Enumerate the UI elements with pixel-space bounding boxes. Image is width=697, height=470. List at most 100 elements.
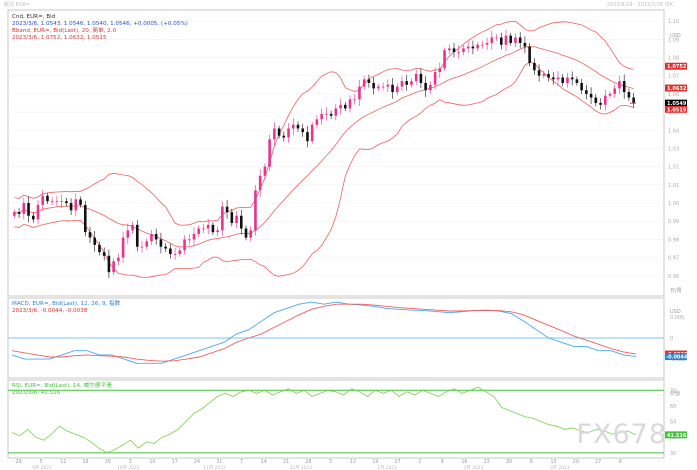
candle-body <box>443 50 446 69</box>
candle <box>112 258 115 275</box>
candle <box>46 193 49 204</box>
candle <box>622 74 626 99</box>
rsi-line <box>11 386 637 454</box>
candle <box>372 76 375 95</box>
candle <box>187 234 191 245</box>
candle <box>145 238 149 250</box>
candle-body <box>495 37 498 39</box>
candle-body <box>438 68 442 73</box>
x-day-tick: 28 <box>305 459 311 465</box>
rsi-series-label: RSI, EUR=, Bid(Last), 14, 威尔德平滑 <box>12 383 112 389</box>
candle <box>499 32 503 50</box>
candle-body <box>131 224 134 231</box>
price-tag <box>665 62 687 70</box>
candle <box>230 208 234 227</box>
candle-body <box>542 73 546 76</box>
candle <box>79 196 82 208</box>
candle-body <box>140 246 144 248</box>
candle-body <box>329 113 333 116</box>
candle <box>353 93 357 105</box>
x-day-tick: 30 <box>506 459 512 465</box>
candle-body <box>173 253 177 255</box>
candle-body <box>585 90 588 94</box>
x-month-label: 9月 2022 <box>32 465 52 470</box>
candle <box>452 43 456 58</box>
candle <box>60 194 63 208</box>
x-day-tick: 26 <box>105 459 111 465</box>
x-day-tick: 3 <box>129 459 132 465</box>
rsi-tag <box>665 431 687 439</box>
candle-body <box>504 35 508 45</box>
candle <box>306 126 309 148</box>
candle-body <box>169 248 172 254</box>
candle <box>74 193 78 217</box>
y-tick-label: 1.02 <box>668 165 679 171</box>
candle <box>575 76 579 86</box>
candle <box>438 62 442 79</box>
candle-body <box>594 97 598 103</box>
candle <box>169 243 172 259</box>
x-day-tick: 6 <box>530 459 533 465</box>
candle <box>192 227 196 247</box>
candle-body <box>287 128 290 138</box>
rsi-tick-label: 70 <box>670 388 676 394</box>
candle <box>339 98 342 115</box>
candle-series-label: Cnd, EUR=, Bid <box>12 14 56 20</box>
candle-body <box>523 42 527 47</box>
candle <box>334 103 338 121</box>
candle <box>221 201 224 236</box>
candle-body <box>27 203 30 216</box>
candle-body <box>183 239 186 251</box>
x-day-tick: 10 <box>149 459 155 465</box>
candle-body <box>528 46 531 63</box>
candle-body <box>79 199 82 205</box>
y-tick-label: 1.03 <box>668 146 679 152</box>
candle-body <box>206 224 210 229</box>
candle <box>282 131 286 142</box>
candle <box>65 197 68 207</box>
candle <box>594 94 598 107</box>
candle-body <box>599 102 602 105</box>
candle-body <box>154 233 158 240</box>
candle <box>22 197 26 220</box>
candle-body <box>457 52 461 53</box>
candle-body <box>405 81 409 85</box>
candle-body <box>126 230 130 238</box>
price-tag-label: 1.0632 <box>667 86 687 92</box>
candle-body <box>263 166 267 176</box>
candle-body <box>533 62 536 71</box>
candle-body <box>145 241 149 247</box>
candle-body <box>476 44 479 49</box>
candle-body <box>310 124 314 142</box>
candle <box>542 71 546 79</box>
candle-body <box>36 204 40 220</box>
candle-body <box>618 81 621 89</box>
candle-body <box>627 92 631 98</box>
candle <box>88 226 92 243</box>
candle-body <box>277 128 281 136</box>
candle-body <box>358 86 361 100</box>
candle <box>551 72 555 85</box>
y-tick-label: 1.00 <box>668 201 679 207</box>
candle <box>547 69 550 82</box>
candle-body <box>296 124 300 129</box>
candle-body <box>551 77 555 80</box>
bband-series-label: Bband, EUR=, Bid(Last), 20, 简单, 2.0 <box>12 28 117 34</box>
macd-series-label: MACD, EUR=, Bid(Last), 12, 26, 9, 指数 <box>12 301 121 307</box>
candle <box>263 163 267 180</box>
candle <box>27 196 30 223</box>
candle-body <box>320 113 323 120</box>
candle <box>254 184 257 236</box>
x-day-tick: 20 <box>573 459 579 465</box>
candle-body <box>589 93 593 98</box>
x-day-tick: 19 <box>82 459 88 465</box>
candle-body <box>481 44 484 46</box>
candle-body <box>306 132 309 142</box>
macd-lines <box>8 301 664 364</box>
candle <box>249 226 253 242</box>
candle-body <box>235 215 238 224</box>
x-day-tick: 12 <box>350 459 356 465</box>
candle-body <box>102 252 106 256</box>
y-tick-label: 1.10 <box>668 19 679 25</box>
